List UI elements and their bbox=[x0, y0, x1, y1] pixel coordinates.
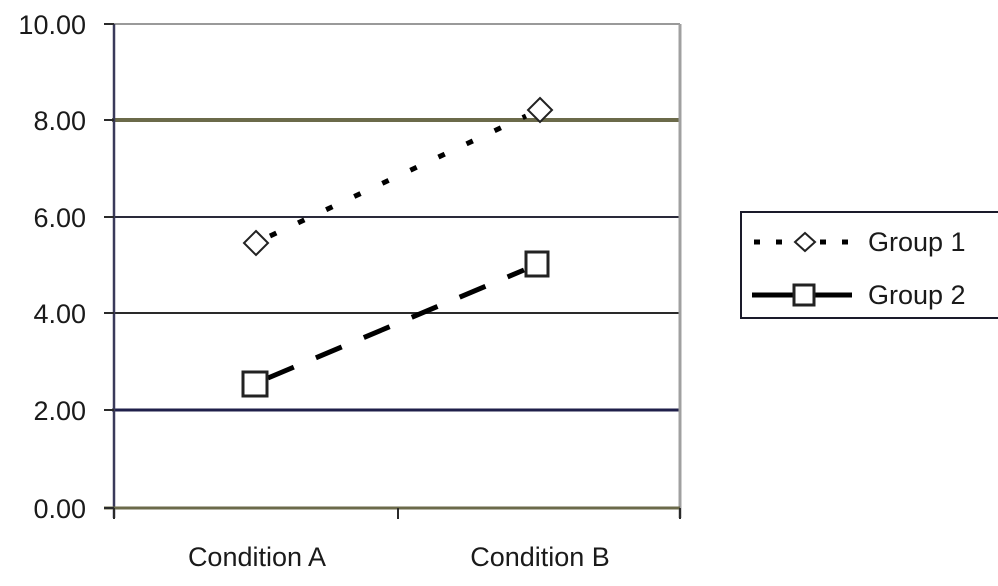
y-label-4: 4.00 bbox=[33, 299, 86, 329]
legend-label-group-1: Group 1 bbox=[868, 227, 966, 257]
x-label-condition-b: Condition B bbox=[470, 542, 610, 572]
y-label-2: 2.00 bbox=[33, 396, 86, 426]
series-group-2-line bbox=[267, 267, 525, 381]
diamond-marker-icon bbox=[242, 229, 270, 257]
series-group-1 bbox=[242, 96, 554, 257]
square-marker-icon bbox=[524, 250, 550, 278]
y-axis-labels: 10.00 8.00 6.00 4.00 2.00 0.00 bbox=[18, 10, 86, 524]
y-label-8: 8.00 bbox=[33, 106, 86, 136]
square-marker-icon bbox=[241, 370, 269, 398]
series-group-2 bbox=[241, 250, 550, 398]
legend-item-group-2: Group 2 bbox=[752, 280, 966, 310]
y-label-6: 6.00 bbox=[33, 203, 86, 233]
x-label-condition-a: Condition A bbox=[188, 542, 326, 572]
square-marker-icon bbox=[792, 283, 816, 307]
legend-item-group-1: Group 1 bbox=[754, 227, 966, 257]
x-axis-labels: Condition A Condition B bbox=[188, 542, 610, 572]
legend-box bbox=[740, 211, 998, 319]
gridlines bbox=[112, 23, 680, 412]
y-label-0: 0.00 bbox=[33, 494, 86, 524]
y-label-10: 10.00 bbox=[18, 10, 86, 40]
legend: Group 1 Group 2 bbox=[740, 211, 998, 319]
diamond-marker-icon bbox=[526, 96, 554, 124]
x-axis-ticks bbox=[113, 508, 681, 519]
diamond-marker-icon bbox=[793, 231, 817, 253]
plot-area bbox=[112, 24, 680, 508]
y-axis-ticks bbox=[104, 23, 114, 509]
legend-label-group-2: Group 2 bbox=[868, 280, 966, 310]
